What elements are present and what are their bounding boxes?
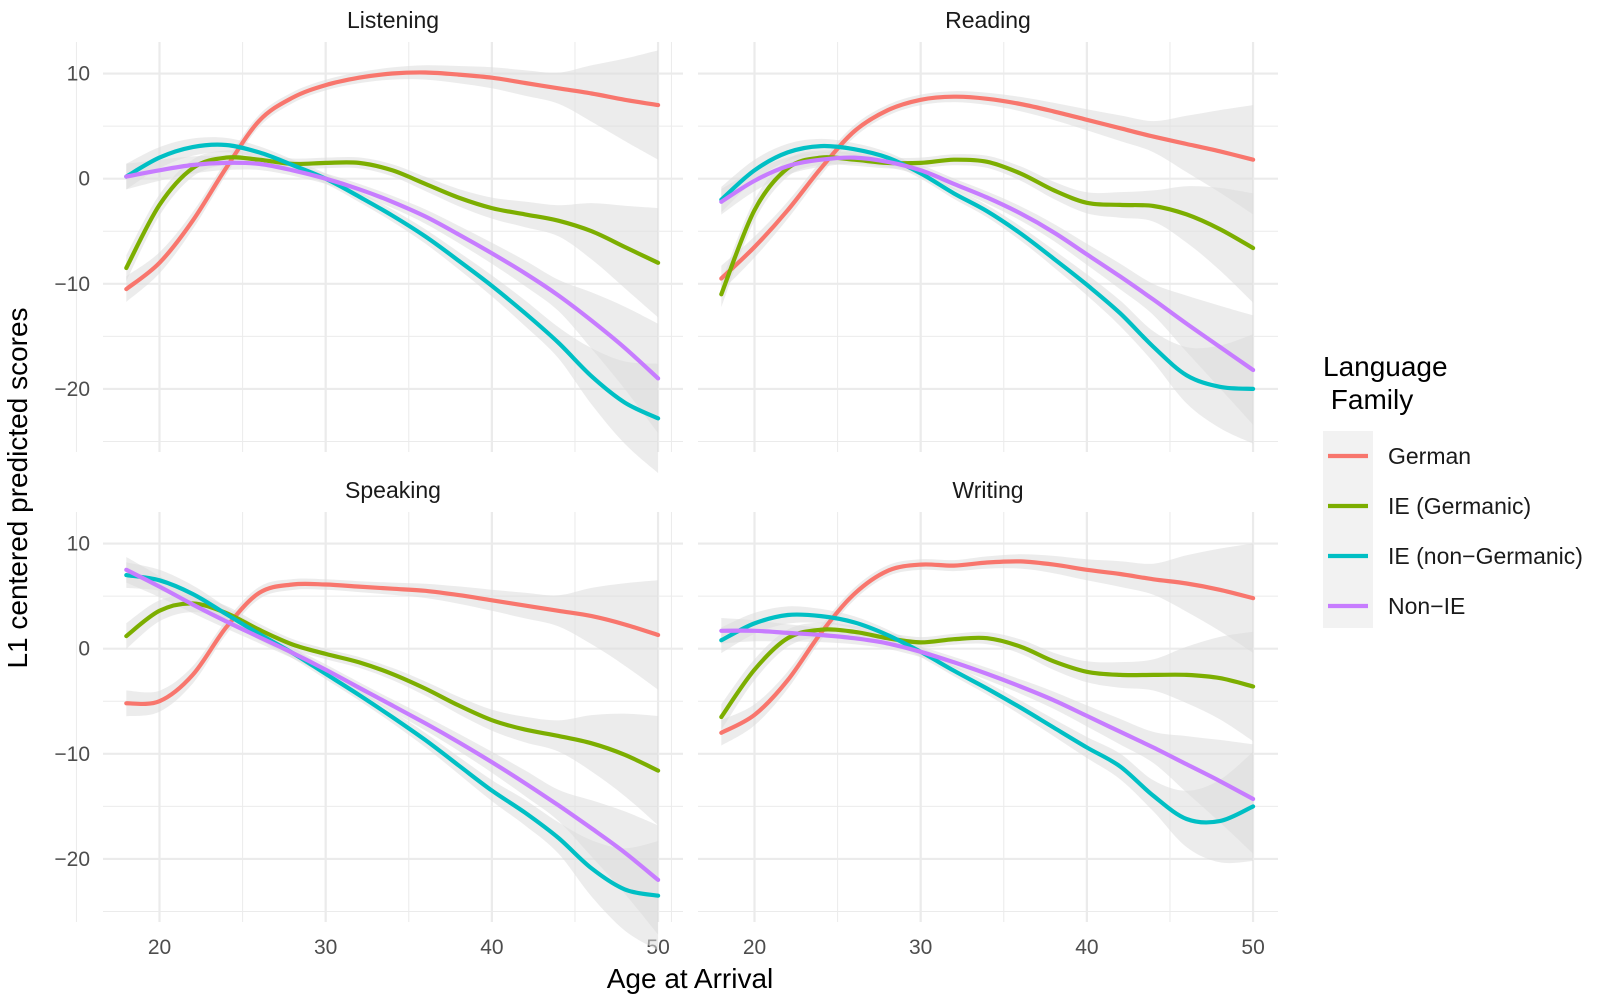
confidence-bands xyxy=(721,91,1254,444)
confidence-band xyxy=(721,622,1254,742)
legend: Language Family German IE (Germanic) IE (n… xyxy=(1323,351,1583,628)
series-lines xyxy=(124,70,661,421)
legend-item: IE (Germanic) xyxy=(1328,493,1531,519)
y-axis-title: L1 centered predicted scores xyxy=(2,307,33,668)
confidence-band xyxy=(721,606,1254,864)
y-tick-label: −20 xyxy=(54,848,90,871)
y-tick-label: 0 xyxy=(78,638,90,661)
y-tick-label: 0 xyxy=(78,168,90,191)
legend-item: German xyxy=(1328,443,1471,469)
series-line-german xyxy=(719,94,1256,281)
x-tick-label: 50 xyxy=(1241,936,1264,959)
confidence-band xyxy=(126,578,659,717)
series-lines xyxy=(719,559,1256,825)
series-line-non-ie xyxy=(124,567,661,882)
legend-title: Language Family xyxy=(1323,351,1455,415)
series-line-non-ie xyxy=(719,155,1256,373)
facet-panel-listening: Listening 10 0 −10 −20 xyxy=(54,7,683,473)
series-line-german xyxy=(124,70,661,292)
x-tick-label: 30 xyxy=(314,936,337,959)
facet-strip-title: Speaking xyxy=(345,477,441,503)
facet-strip-title: Writing xyxy=(952,477,1023,503)
legend-label: IE (Germanic) xyxy=(1388,493,1531,519)
x-tick-label: 20 xyxy=(743,936,766,959)
x-tick-label: 40 xyxy=(1075,936,1098,959)
y-tick-label: −10 xyxy=(54,743,90,766)
legend-title-line: Family xyxy=(1323,384,1413,415)
confidence-band xyxy=(721,543,1254,746)
x-tick-label: 30 xyxy=(909,936,932,959)
legend-item: IE (non−Germanic) xyxy=(1328,543,1583,569)
confidence-band xyxy=(126,155,659,434)
series-line-ie-non-germanic xyxy=(124,573,661,898)
legend-entries: German IE (Germanic) IE (non−Germanic) Non−… xyxy=(1328,443,1583,619)
series-line-non-ie xyxy=(719,628,1256,802)
axis-titles: Age at Arrival L1 centered predicted sco… xyxy=(2,307,773,994)
x-tick-label: 40 xyxy=(480,936,503,959)
legend-item: Non−IE xyxy=(1328,593,1465,619)
facet-strip-title: Listening xyxy=(347,7,439,33)
confidence-bands xyxy=(721,543,1254,864)
legend-background xyxy=(1323,431,1373,628)
y-tick-label: 10 xyxy=(67,533,90,556)
facet-strip-title: Reading xyxy=(945,7,1031,33)
series-line-ie-non-germanic xyxy=(719,143,1256,391)
series-line-ie-germanic xyxy=(719,627,1256,720)
y-tick-label: −10 xyxy=(54,273,90,296)
facet-panel-writing: Writing 20 30 40 50 xyxy=(670,477,1278,959)
legend-label: IE (non−Germanic) xyxy=(1388,543,1583,569)
confidence-bands xyxy=(126,557,659,951)
series-lines xyxy=(124,567,661,898)
confidence-bands xyxy=(126,50,659,473)
legend-label: Non−IE xyxy=(1388,593,1465,619)
series-line-ie-non-germanic xyxy=(124,142,661,421)
facet-panels: Listening 10 0 −10 −20 Reading Speaking 10 0 −10 −… xyxy=(54,7,1278,959)
x-axis-title: Age at Arrival xyxy=(607,963,774,994)
series-line-ie-non-germanic xyxy=(719,612,1256,825)
x-tick-label: 20 xyxy=(148,936,171,959)
confidence-band xyxy=(126,50,659,302)
facet-panel-reading: Reading xyxy=(670,7,1278,452)
confidence-band xyxy=(721,138,1254,444)
series-line-german xyxy=(124,581,661,707)
series-line-ie-germanic xyxy=(124,155,661,271)
legend-label: German xyxy=(1388,443,1471,469)
y-tick-label: 10 xyxy=(67,63,90,86)
series-line-non-ie xyxy=(124,160,661,381)
series-line-german xyxy=(719,559,1256,735)
series-lines xyxy=(719,94,1256,391)
confidence-band xyxy=(721,618,1254,854)
confidence-band xyxy=(126,557,659,935)
legend-title-line: Language xyxy=(1323,351,1448,382)
y-tick-label: −20 xyxy=(54,378,90,401)
